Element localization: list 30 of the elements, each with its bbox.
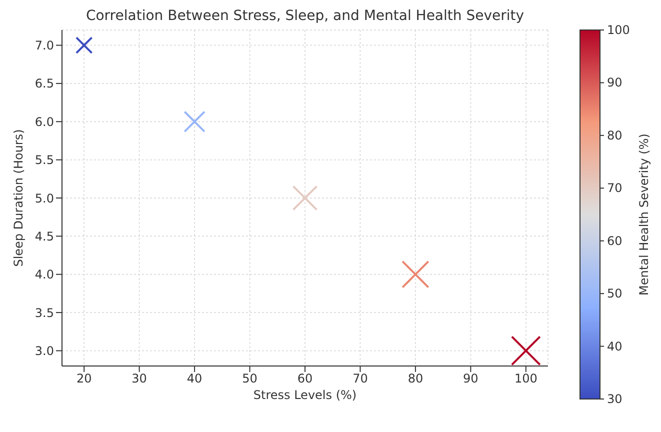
color-bar-label: 60 [607, 234, 622, 248]
x-tick-label: 20 [76, 372, 92, 386]
x-tick-label: 30 [132, 372, 147, 386]
y-tick-label: 6.5 [34, 76, 54, 91]
color-bar-label: 50 [607, 286, 622, 301]
y-tick-label: 7.0 [34, 38, 54, 53]
y-axis-title: Sleep Duration (Hours) [11, 129, 26, 267]
x-tick-label: 90 [463, 372, 478, 386]
x-tick-label: 100 [514, 372, 538, 386]
x-tick-label: 40 [186, 372, 202, 386]
y-tick-label: 4.5 [34, 229, 54, 244]
y-tick-label: 3.5 [34, 306, 54, 320]
chart-title: Correlation Between Stress, Sleep, and Mental Health Severity [84, 8, 526, 24]
color-bar-label: 100 [607, 23, 630, 37]
y-tick-label: 3.0 [34, 344, 54, 358]
y-tick-label: 5.5 [34, 153, 54, 168]
color-bar-label: 80 [607, 128, 622, 142]
y-tick-label: 5.0 [34, 191, 54, 206]
x-tick-label: 60 [297, 372, 313, 386]
color-bar-label: 70 [607, 181, 622, 196]
y-tick-label: 6.0 [34, 114, 54, 129]
x-tick-label: 50 [242, 372, 258, 386]
x-tick-label: 70 [352, 372, 368, 386]
color-bar-label: 90 [607, 76, 622, 90]
color-bar-label: 30 [607, 392, 622, 406]
color-bar-label: 40 [607, 339, 622, 354]
x-axis-title: Stress Levels (%) [253, 388, 357, 402]
color-bar-title: Mental Health Severity (%) [637, 134, 651, 296]
y-tick-label: 4.0 [34, 268, 54, 282]
x-tick-label: 80 [408, 372, 424, 386]
